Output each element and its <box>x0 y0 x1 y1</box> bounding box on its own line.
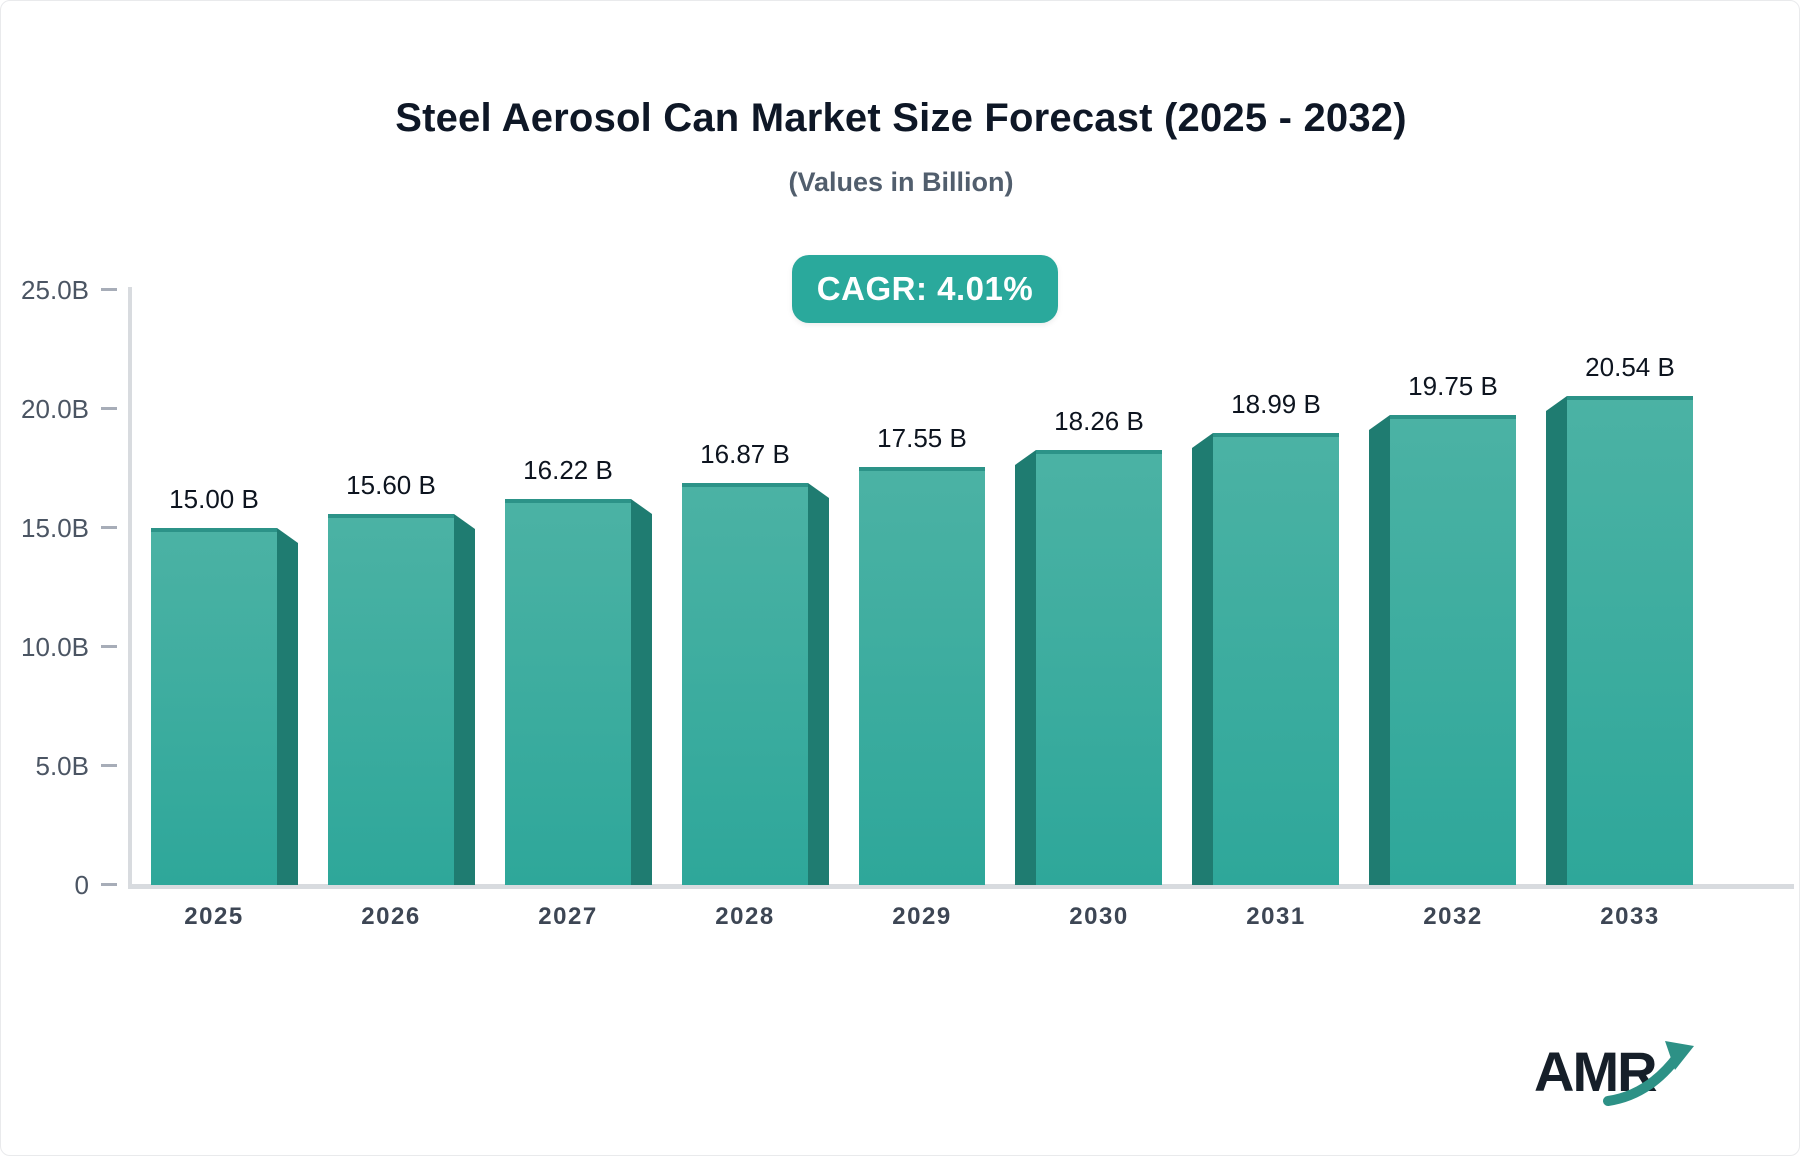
y-axis-tick-mark <box>101 883 117 886</box>
x-axis-label: 2029 <box>892 903 952 930</box>
bar-value-label: 17.55 B <box>877 423 967 453</box>
bar-side-face <box>631 499 652 885</box>
bar-2031 <box>1213 433 1339 885</box>
bar-2025 <box>151 528 277 885</box>
x-axis-label: 2028 <box>715 903 775 930</box>
y-axis-tick-label: 20.0B <box>21 394 89 424</box>
bar-side-face <box>1546 396 1567 885</box>
y-axis-tick-mark <box>101 288 117 291</box>
bar-value-label: 20.54 B <box>1585 352 1675 382</box>
bar-2028 <box>682 483 808 885</box>
y-axis-tick-mark <box>101 645 117 648</box>
bar-2032 <box>1390 415 1516 885</box>
bar-side-face <box>808 483 829 885</box>
bar-2030 <box>1036 450 1162 885</box>
amr-logo: AMR <box>1516 1029 1726 1114</box>
y-axis-tick-mark <box>101 526 117 529</box>
x-axis-label: 2031 <box>1246 903 1306 930</box>
y-axis-tick-mark <box>101 407 117 410</box>
bar-2026 <box>328 514 454 885</box>
x-axis-label: 2033 <box>1600 903 1660 930</box>
y-axis-tick-label: 0 <box>74 870 89 900</box>
x-axis-label: 2026 <box>361 903 421 930</box>
bar-side-face <box>1369 415 1390 885</box>
bar-side-face <box>1192 433 1213 885</box>
bar-side-face <box>277 528 298 885</box>
x-axis-label: 2025 <box>184 903 244 930</box>
bar-value-label: 19.75 B <box>1408 371 1498 401</box>
bar-side-face <box>454 514 475 885</box>
x-axis-label: 2032 <box>1423 903 1483 930</box>
cagr-badge: CAGR: 4.01% <box>792 255 1058 323</box>
y-axis-tick-label: 10.0B <box>21 632 89 662</box>
y-axis-line <box>128 287 132 887</box>
bar-2029 <box>859 467 985 885</box>
bar-value-label: 15.00 B <box>169 484 259 514</box>
x-axis-line <box>128 884 1794 889</box>
y-axis-tick-label: 5.0B <box>35 751 90 781</box>
bar-2033 <box>1567 396 1693 885</box>
bar-value-label: 15.60 B <box>346 470 436 500</box>
y-axis-tick-label: 15.0B <box>21 513 89 543</box>
y-axis-tick-mark <box>101 764 117 767</box>
bar-value-label: 16.87 B <box>700 439 790 469</box>
y-axis-tick-label: 25.0B <box>21 275 89 305</box>
x-axis-label: 2027 <box>538 903 598 930</box>
arrow-up-icon <box>1603 1041 1694 1106</box>
x-axis-label: 2030 <box>1069 903 1129 930</box>
bar-value-label: 18.26 B <box>1054 406 1144 436</box>
bar-value-label: 16.22 B <box>523 455 613 485</box>
bar-2027 <box>505 499 631 885</box>
cagr-badge-label: CAGR: 4.01% <box>816 270 1034 307</box>
chart-title: Steel Aerosol Can Market Size Forecast (… <box>395 96 1407 140</box>
bar-side-face <box>1015 450 1036 885</box>
bar-value-label: 18.99 B <box>1231 389 1321 419</box>
chart-subtitle: (Values in Billion) <box>788 167 1014 197</box>
